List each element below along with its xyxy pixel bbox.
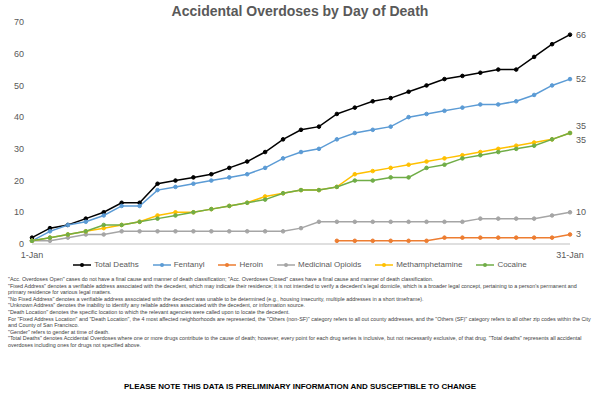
html-text:Heroin: Heroin (239, 260, 263, 269)
svg-text:1-Jan: 1-Jan (21, 250, 44, 260)
html-text:For "Fixed Address Location" a: For "Fixed Address Location" and "Death … (8, 315, 591, 329)
html-text:"Unknown Address" denotes the: "Unknown Address" denotes the inability … (8, 302, 305, 309)
html-text:Methamphetamine: Methamphetamine (396, 260, 463, 269)
html-text:"Acc. Overdoses Open" cases do: "Acc. Overdoses Open" cases do not have … (8, 276, 434, 282)
svg-text:0: 0 (19, 239, 24, 249)
html-text:PLEASE NOTE THIS DATA IS PRELI: PLEASE NOTE THIS DATA IS PRELIMINARY INF… (123, 382, 477, 391)
html-text:Fentanyl: Fentanyl (173, 260, 205, 269)
svg-text:35: 35 (576, 121, 586, 131)
svg-text:60: 60 (14, 49, 24, 59)
svg-text:20: 20 (14, 176, 24, 186)
html-text:"Death Location" denotes the s: "Death Location" denotes the specific lo… (8, 309, 290, 315)
svg-text:10: 10 (576, 207, 586, 217)
svg-text:31-Jan: 31-Jan (556, 250, 584, 260)
svg-text:70: 70 (14, 17, 24, 27)
svg-text:66: 66 (576, 30, 586, 40)
html-text:Cocaine: Cocaine (497, 260, 527, 269)
svg-text:30: 30 (14, 144, 24, 154)
html-text:Medicinal Opioids: Medicinal Opioids (298, 260, 362, 269)
svg-text:52: 52 (576, 74, 586, 84)
html-text:Total Deaths: Total Deaths (94, 260, 139, 269)
html-text:"Total Deaths" denotes Acciden: "Total Deaths" denotes Accidental Overdo… (8, 335, 582, 348)
svg-text:40: 40 (14, 112, 24, 122)
html-text:Accidental Overdoses by Day of: Accidental Overdoses by Day of Death (171, 3, 429, 19)
html-text:"Gender" refers to gender at t: "Gender" refers to gender at time of dea… (8, 328, 110, 335)
html-text:"Fixed Address" denotes a veri: "Fixed Address" denotes a verifiable add… (8, 282, 577, 296)
svg-text:10: 10 (14, 207, 24, 217)
svg-text:3: 3 (576, 229, 581, 239)
svg-text:35: 35 (576, 135, 586, 145)
svg-text:50: 50 (14, 81, 24, 91)
html-text:"No Fixed Address" denotes a v: "No Fixed Address" denotes a verifiable … (8, 295, 424, 302)
